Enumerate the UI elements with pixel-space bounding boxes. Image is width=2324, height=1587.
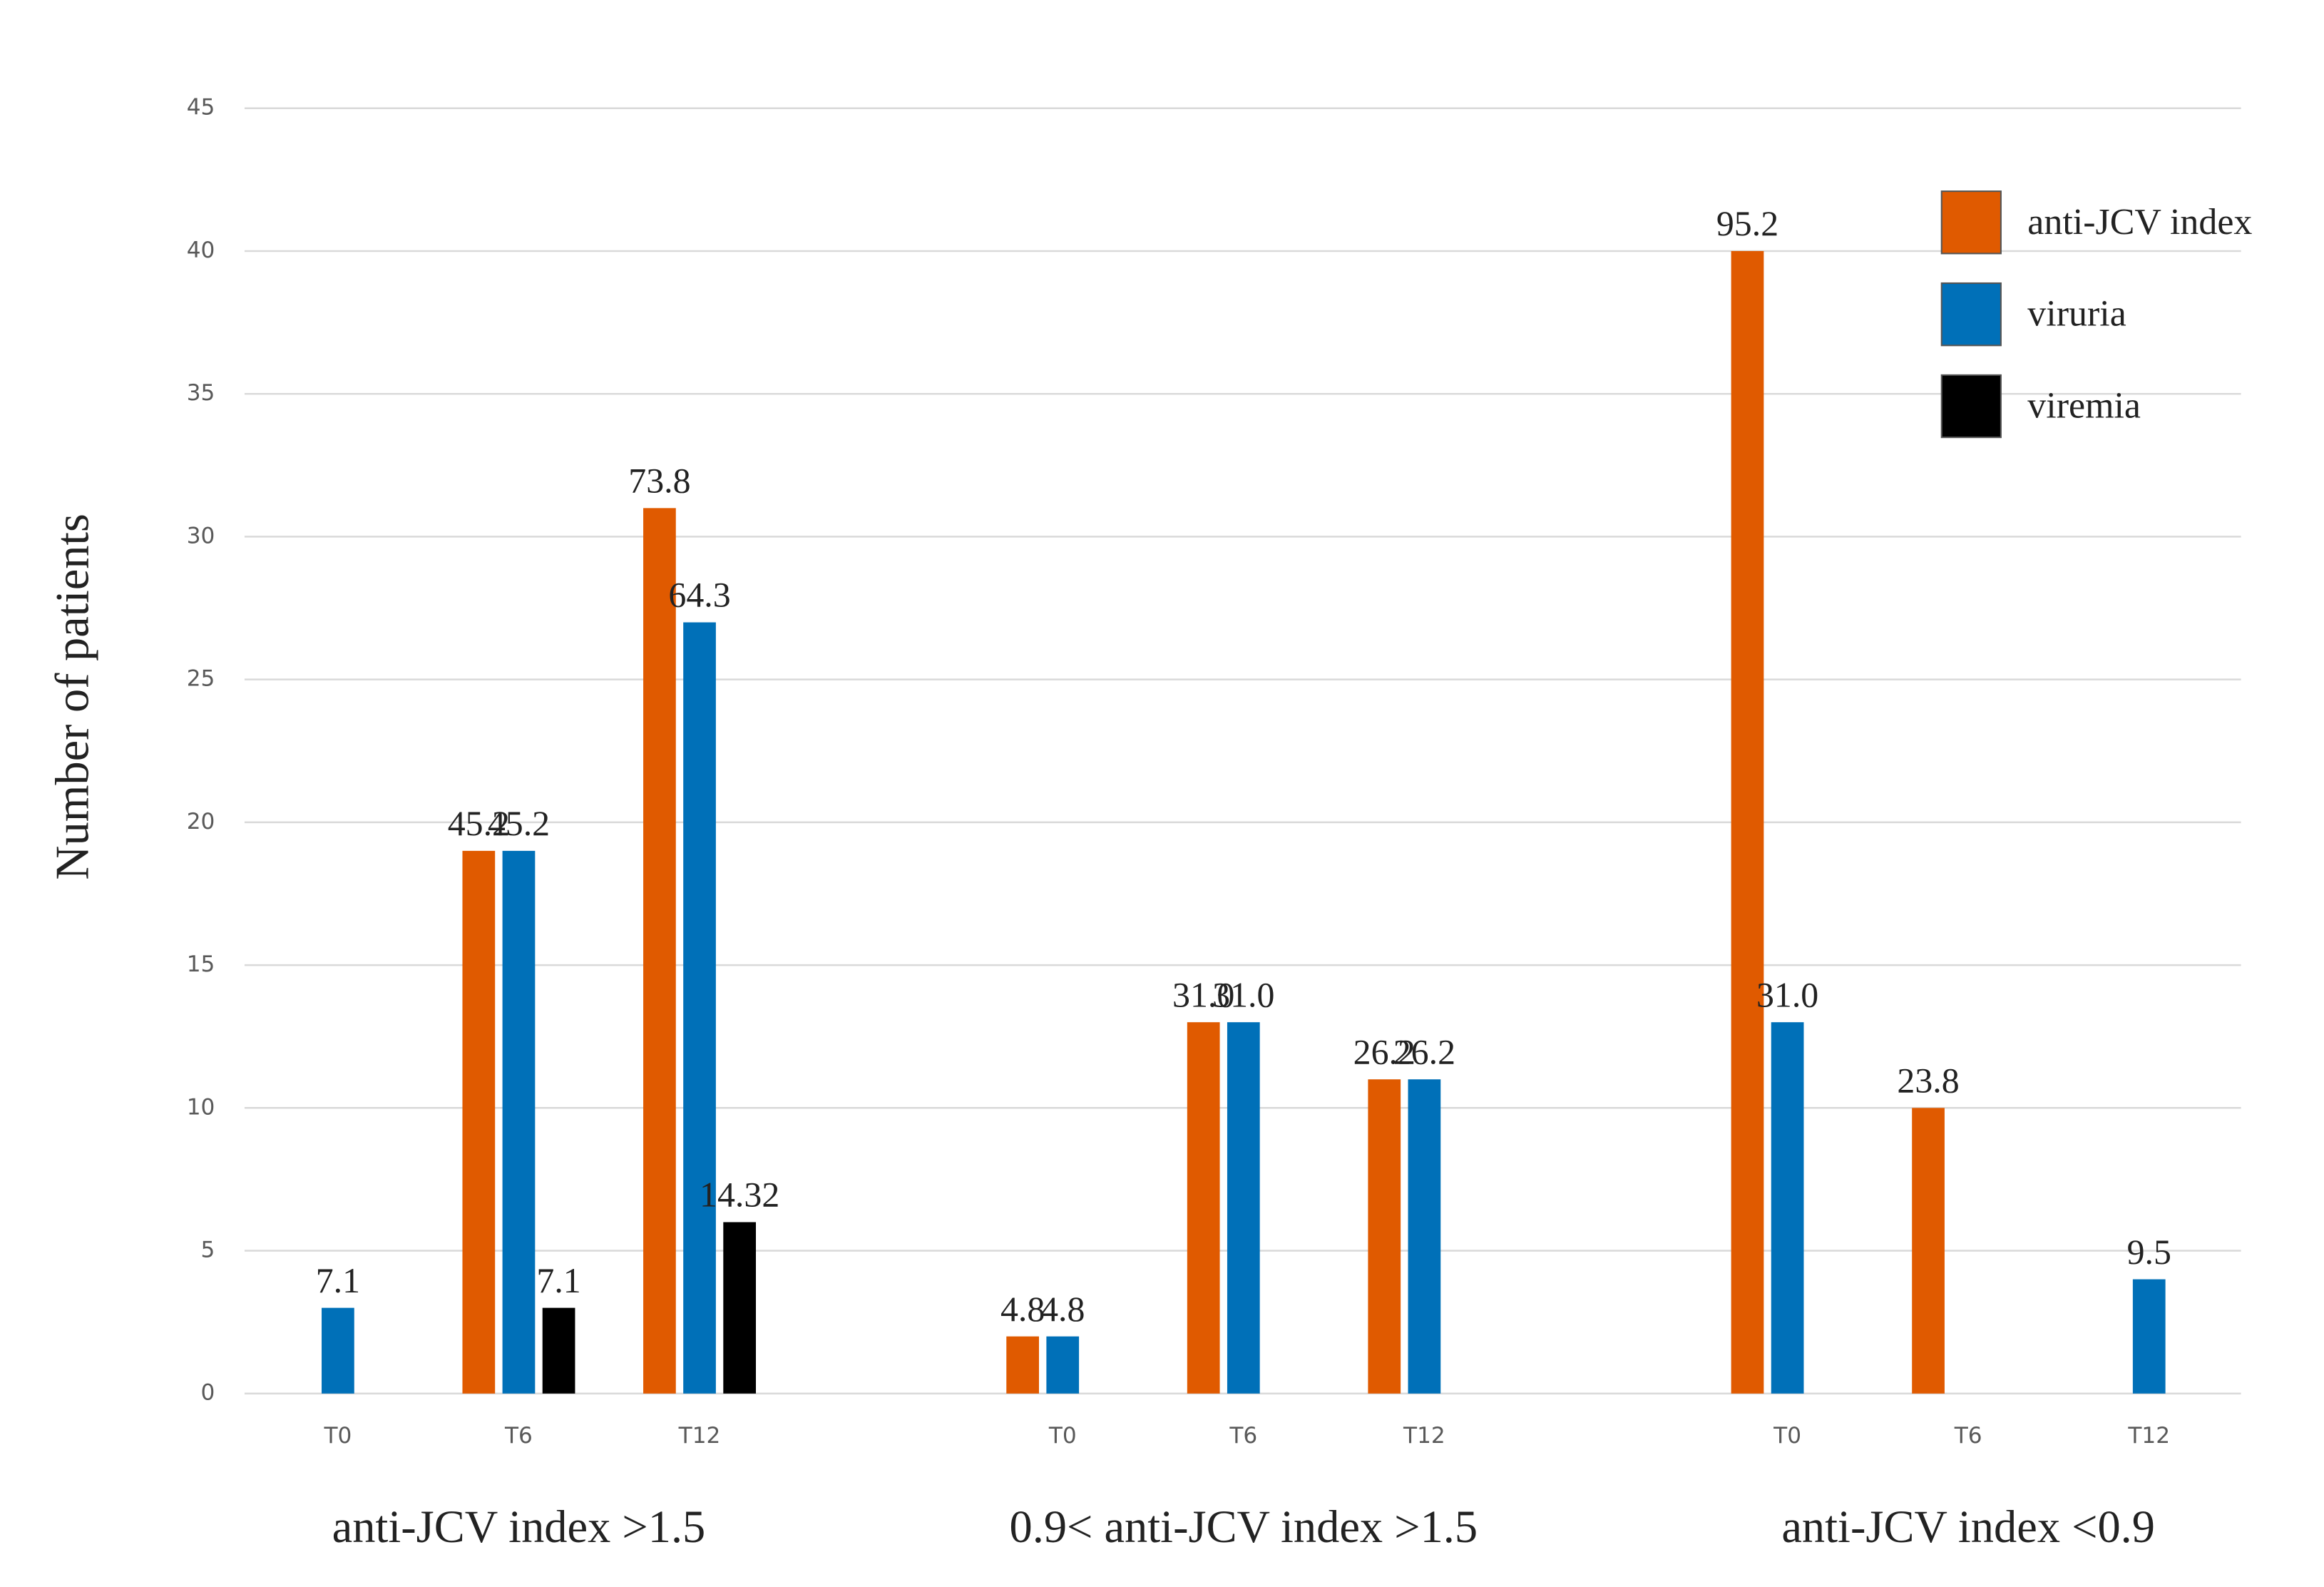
data-label: 31.0 — [1756, 975, 1818, 1014]
x-tick-label: T6 — [504, 1423, 533, 1449]
bar — [683, 622, 716, 1394]
x-tick-label: T0 — [323, 1423, 352, 1449]
y-tick-label: 20 — [187, 809, 215, 835]
x-tick-label: T6 — [1954, 1423, 1982, 1449]
group-label: 0.9< anti-JCV index >1.5 — [1010, 1501, 1478, 1552]
data-label: 23.8 — [1897, 1061, 1959, 1101]
x-tick-label: T12 — [678, 1423, 721, 1449]
bar — [462, 850, 496, 1394]
x-tick-label: T0 — [1773, 1423, 1801, 1449]
bar — [723, 1222, 757, 1394]
bar — [1187, 1022, 1220, 1394]
y-tick-label: 45 — [187, 95, 215, 121]
data-label: 7.1 — [536, 1261, 580, 1300]
group-label: anti-JCV index >1.5 — [332, 1501, 706, 1552]
y-tick-label: 0 — [201, 1380, 215, 1406]
legend-label: anti-JCV index — [2027, 202, 2252, 243]
y-axis-label: Number of patients — [46, 514, 98, 879]
y-tick-label: 25 — [187, 666, 215, 692]
bar — [1912, 1108, 1945, 1394]
data-label: 64.3 — [668, 576, 730, 615]
x-tick-label: T0 — [1048, 1423, 1077, 1449]
bar — [1046, 1336, 1080, 1394]
data-label: 95.2 — [1716, 204, 1778, 243]
data-label: 45.2 — [448, 804, 510, 843]
data-label: 26.2 — [1353, 1032, 1416, 1071]
data-label: 31.0 — [1212, 975, 1274, 1014]
bar — [1368, 1079, 1401, 1394]
bar — [2132, 1279, 2166, 1394]
bar — [1006, 1336, 1039, 1394]
y-tick-label: 15 — [187, 951, 215, 977]
data-label: 14.32 — [700, 1175, 779, 1215]
data-label: 4.8 — [1000, 1290, 1045, 1329]
legend-label: viremia — [2027, 386, 2141, 427]
group-label: anti-JCV index <0.9 — [1781, 1501, 2155, 1552]
y-tick-label: 5 — [201, 1238, 215, 1263]
y-tick-label: 30 — [187, 523, 215, 548]
legend-label: viruria — [2027, 294, 2126, 335]
data-label: 45.2 — [488, 804, 550, 843]
bar — [1771, 1022, 1804, 1394]
bar — [502, 850, 536, 1394]
data-label: 7.1 — [316, 1261, 360, 1300]
bar — [1408, 1079, 1441, 1394]
y-tick-label: 40 — [187, 238, 215, 263]
legend-swatch — [1940, 374, 2002, 439]
data-label: 73.8 — [628, 461, 690, 501]
bar — [1227, 1022, 1260, 1394]
x-tick-label: T12 — [1403, 1423, 1445, 1449]
y-tick-label: 10 — [187, 1094, 215, 1120]
data-label: 31.0 — [1172, 975, 1234, 1014]
bar — [1731, 250, 1764, 1394]
data-label: 4.8 — [1040, 1290, 1085, 1329]
data-label: 9.5 — [2127, 1233, 2171, 1272]
bar — [322, 1307, 354, 1394]
legend-swatch — [1940, 282, 2002, 347]
x-tick-label: T6 — [1229, 1423, 1257, 1449]
y-tick-label: 35 — [187, 380, 215, 406]
bar — [542, 1307, 575, 1394]
legend-swatch — [1940, 190, 2002, 255]
data-label: 26.2 — [1393, 1032, 1455, 1071]
x-tick-label: T12 — [2127, 1423, 2170, 1449]
bar — [643, 508, 676, 1394]
